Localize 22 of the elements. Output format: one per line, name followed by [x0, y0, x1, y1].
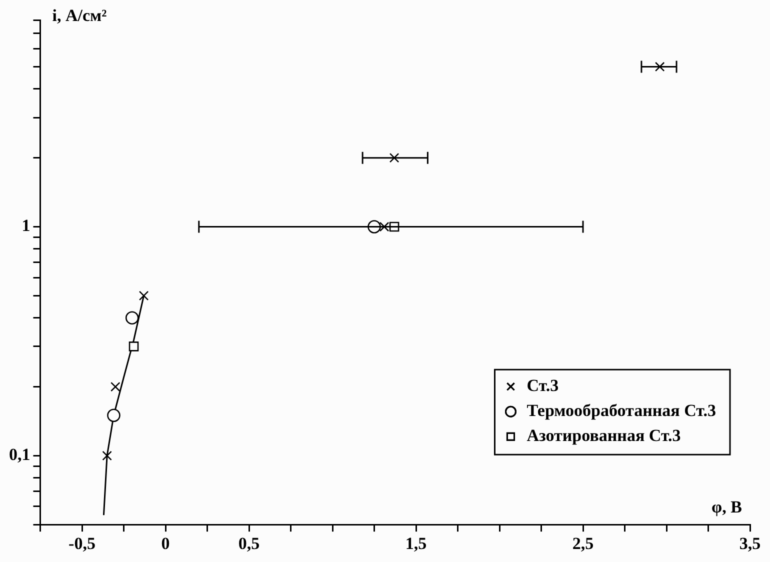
- y-tick-label: 1: [22, 216, 30, 236]
- x-tick-label: -0,5: [68, 534, 96, 554]
- x-tick-label: 1,5: [405, 534, 427, 554]
- legend-label: Ст.3: [526, 376, 559, 395]
- x-axis-title: φ, В: [712, 497, 742, 516]
- x-tick-label: 2,5: [572, 534, 594, 554]
- y-tick-label: 0,1: [9, 445, 30, 464]
- point: [110, 382, 120, 392]
- point: [107, 408, 120, 422]
- x-tick-label: 3,5: [739, 534, 761, 554]
- x-tick-label: 0,5: [238, 534, 260, 554]
- point: [102, 450, 112, 461]
- x-tick-label: 0: [161, 534, 170, 554]
- y-axis-title: i, А/см²: [52, 6, 107, 25]
- legend-label: Азотированная Ст.3: [526, 426, 681, 445]
- legend-label: Термообработанная Ст.3: [526, 400, 716, 420]
- point: [128, 342, 139, 352]
- point: [125, 311, 139, 324]
- point: [138, 290, 149, 301]
- point: [654, 62, 665, 72]
- point: [379, 222, 390, 232]
- point: [389, 152, 400, 163]
